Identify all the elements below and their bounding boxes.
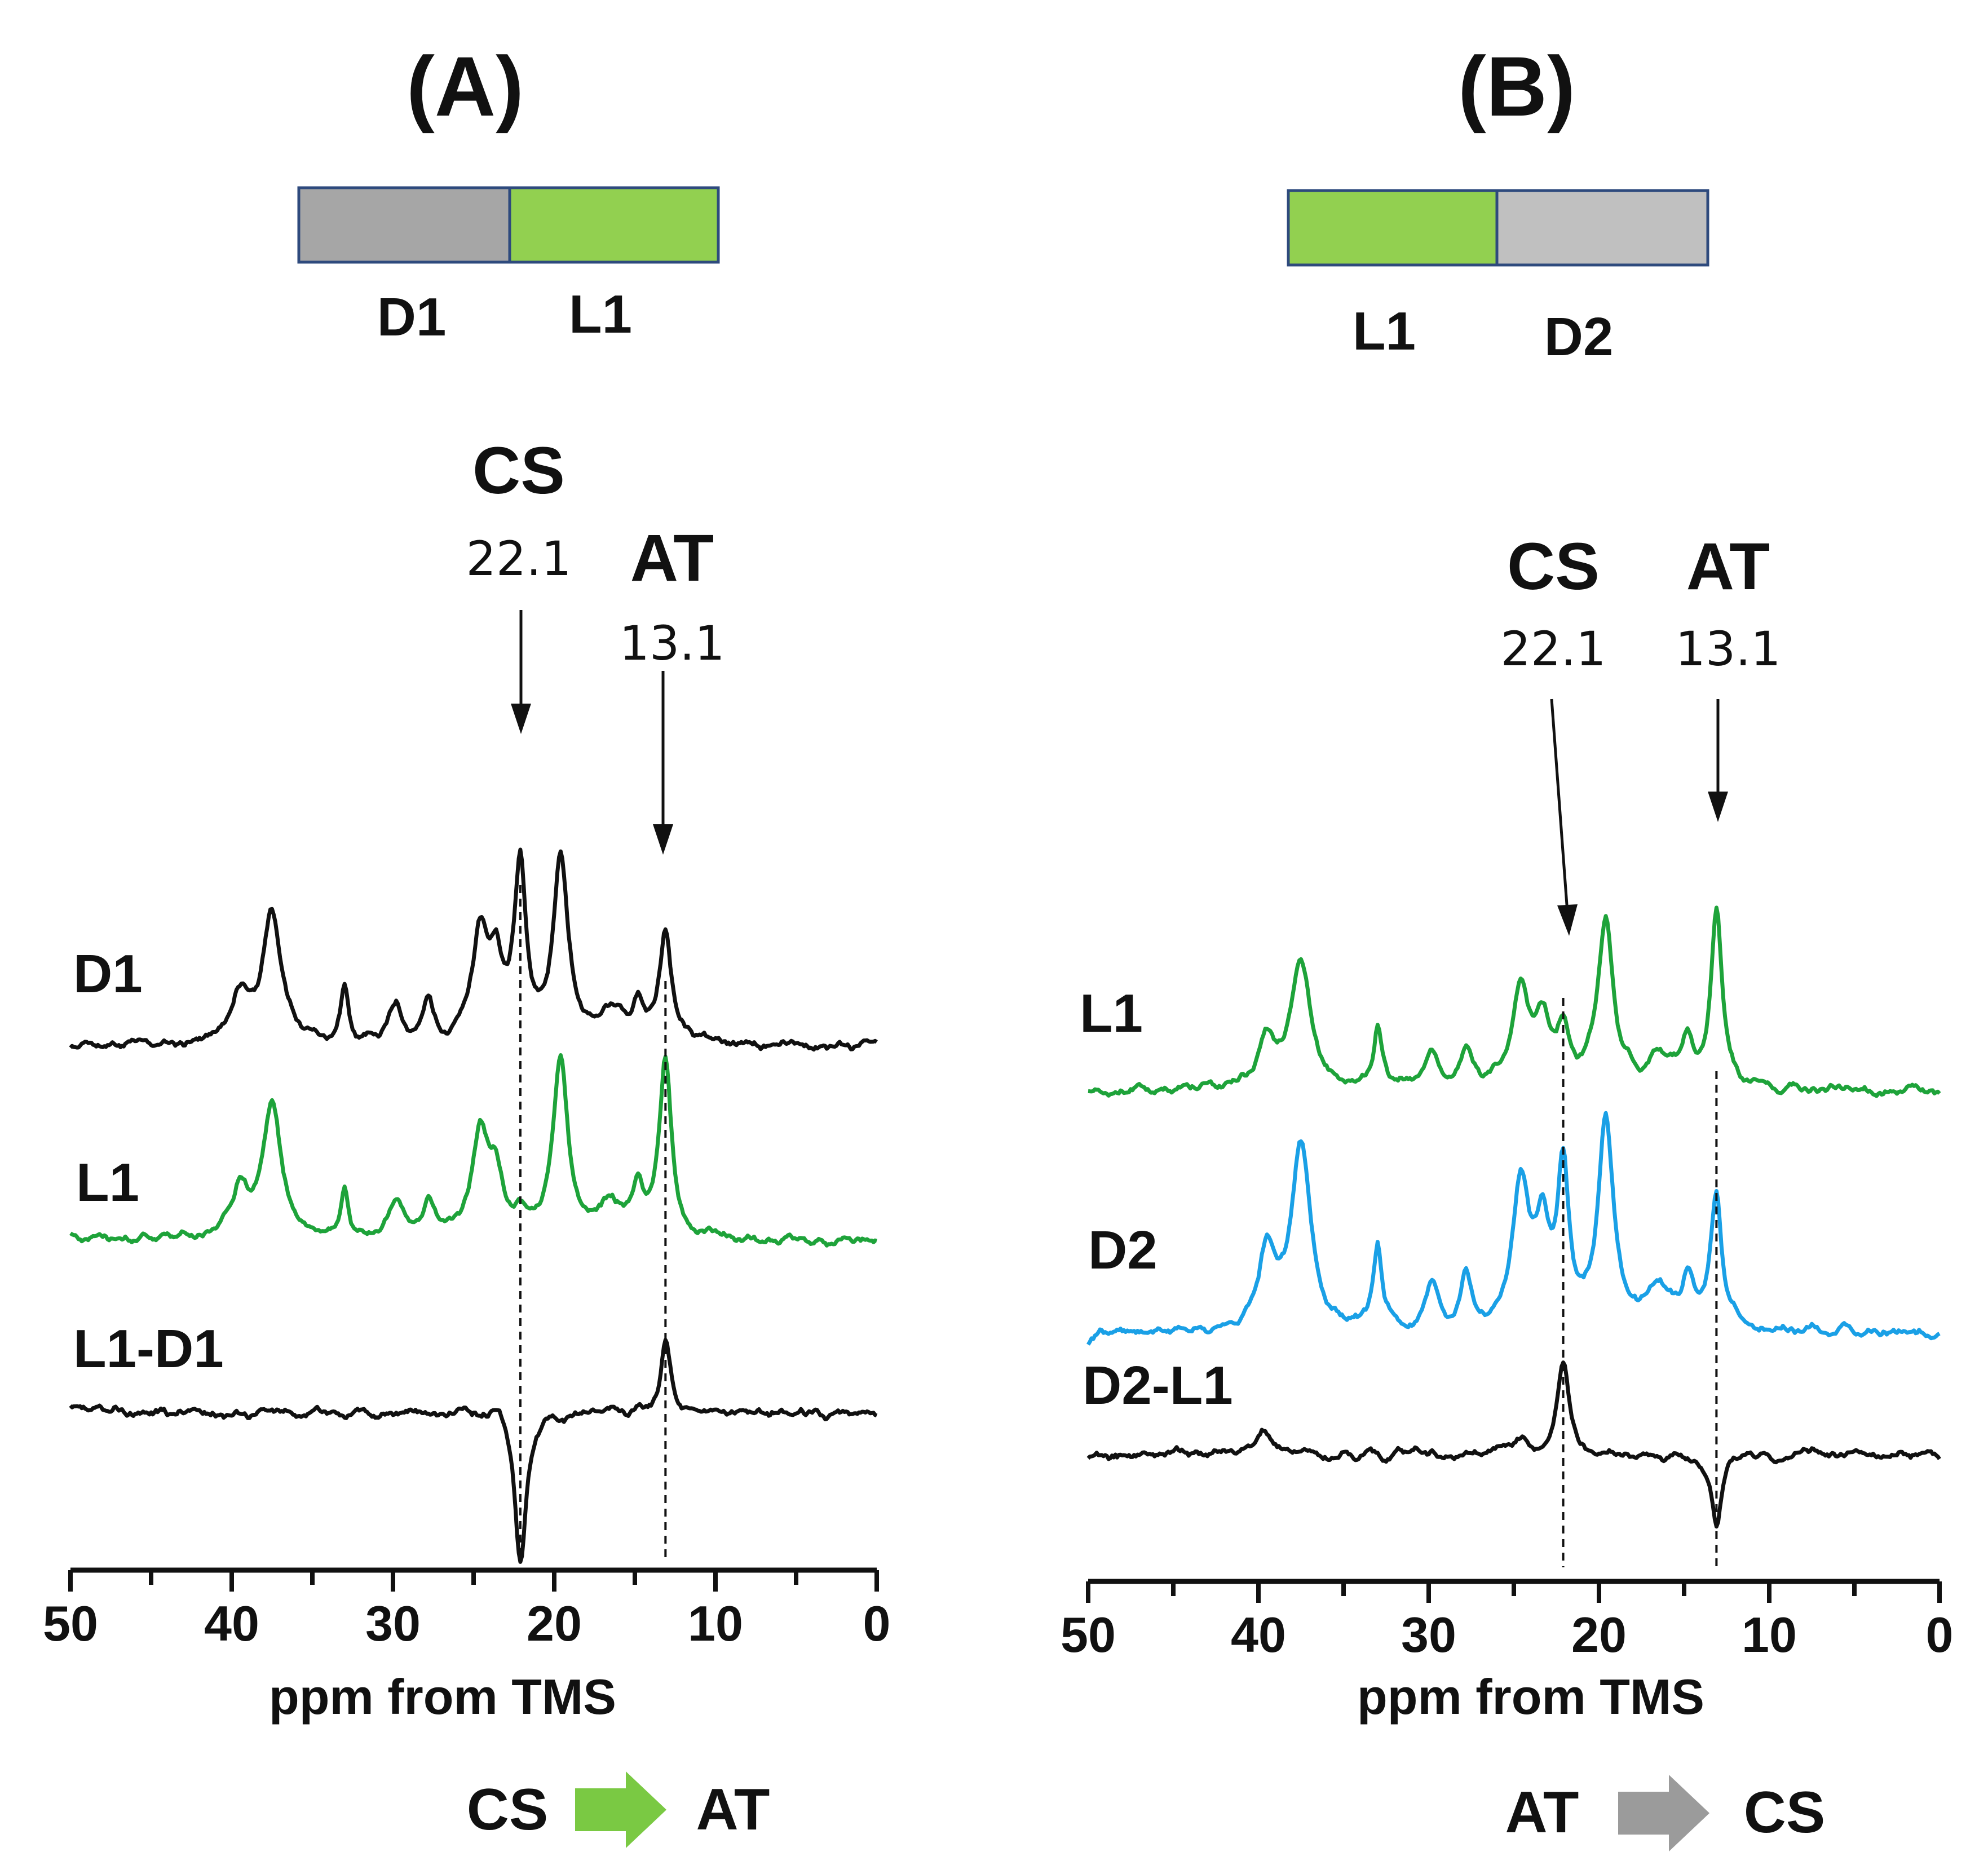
segment-b1-box (1287, 189, 1499, 267)
panel-b-at-arrowhead (1708, 792, 1728, 822)
panel-b-trace-d2 (1086, 1111, 1941, 1346)
panel-a-x-tick-label: 40 (204, 1596, 259, 1651)
panel-a-trace-d1 (69, 847, 878, 1052)
panel-b-x-axis-title: ppm from TMS (1357, 1669, 1704, 1725)
panel-a-at-value: 13.1 (619, 616, 724, 671)
segment-a1-label: D1 (377, 287, 447, 347)
panel-a-x-tick-label: 20 (527, 1596, 582, 1651)
panel-a-at-arrowhead (653, 824, 673, 855)
panel-a-trace-label-2: L1 (76, 1152, 139, 1213)
panel-b-title: (B) (1458, 39, 1575, 134)
panel-a-flow-arrow-icon (575, 1771, 666, 1848)
panel-a-trace-label-3: L1-D1 (73, 1319, 224, 1379)
panel-b-x-tick-label: 10 (1742, 1607, 1797, 1663)
panel-a-x-tick-label: 10 (688, 1596, 743, 1651)
panel-a-trace-l1 (69, 1053, 877, 1248)
panel-a-flow-to: AT (696, 1777, 770, 1842)
segment-b2-box (1495, 189, 1709, 267)
panel-a-flow-from: CS (467, 1777, 548, 1842)
panel-a-x-axis-title: ppm from TMS (269, 1669, 616, 1725)
panel-b-trace-d2-l1 (1086, 1360, 1941, 1529)
panel-b-x-tick-label: 40 (1231, 1607, 1286, 1663)
panel-b-arrows (1550, 699, 1728, 936)
panel-b-trace-label-1: L1 (1080, 983, 1143, 1044)
panel-b-x-tick-label: 30 (1401, 1607, 1456, 1663)
panel-a-cs-value: 22.1 (466, 531, 571, 586)
panel-b-x-tick-label: 20 (1571, 1607, 1627, 1663)
panel-a-cs-arrowhead (511, 704, 531, 734)
panel-a-at-name: AT (630, 521, 714, 595)
panel-a-trace-label-1: D1 (73, 944, 143, 1004)
panel-b-cs-arrow-line (1550, 699, 1569, 913)
panel-a-title: (A) (407, 39, 524, 134)
panel-b-trace-l1 (1088, 905, 1941, 1098)
panel-b-at-value: 13.1 (1675, 621, 1781, 677)
panel-a-cs-name: CS (472, 434, 565, 508)
panel-b-plot: 50 40 30 20 10 0 (1061, 905, 1954, 1663)
panel-b-x-tick-label: 0 (1926, 1607, 1954, 1663)
segment-b2-label: D2 (1544, 307, 1614, 367)
panel-b-cs-arrowhead (1557, 904, 1578, 936)
panel-b-cs-name: CS (1507, 529, 1600, 604)
panel-a-arrows (511, 610, 673, 855)
panel-b-trace-label-2: D2 (1088, 1220, 1158, 1280)
panel-a-trace-l1-d1 (69, 1338, 878, 1564)
panel-b-x-tick-label: 50 (1061, 1607, 1116, 1663)
panel-a-plot: 50 40 30 20 10 0 (43, 847, 891, 1651)
panel-a-x-tick-label: 0 (863, 1596, 891, 1651)
panel-b-flow-arrow-icon (1618, 1775, 1709, 1851)
panel-b-trace-label-3: D2-L1 (1083, 1355, 1233, 1416)
panel-b-at-name: AT (1686, 529, 1770, 604)
panel-b-flow-to: CS (1744, 1780, 1825, 1845)
segment-a1-box (297, 186, 511, 264)
panel-b: (B) L1 D2 CS 22.1 AT 13.1 50 40 30 20 10 0 L1… (1061, 39, 1953, 1851)
panel-b-flow-from: AT (1505, 1780, 1579, 1845)
segment-a2-label: L1 (569, 284, 632, 344)
panel-b-cs-value: 22.1 (1500, 621, 1606, 677)
panel-a: (A) D1 L1 CS 22.1 AT 13.1 50 40 30 20 10 0 D1… (43, 39, 890, 1848)
panel-a-x-tick-label: 30 (365, 1596, 421, 1651)
segment-a2-box (508, 186, 720, 264)
segment-b1-label: L1 (1353, 301, 1416, 361)
panel-a-x-tick-label: 50 (43, 1596, 98, 1651)
